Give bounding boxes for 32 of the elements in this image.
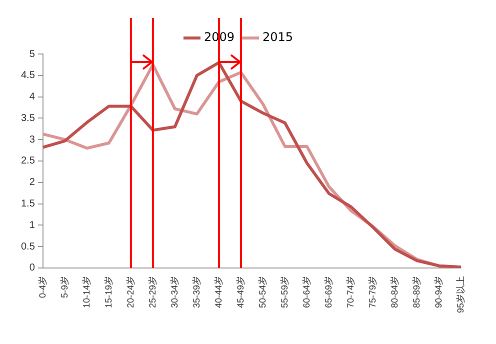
y-tick-label: 4.5	[20, 70, 36, 82]
x-tick-label: 85-89岁	[411, 276, 422, 308]
x-tick-label: 35-39岁	[191, 276, 202, 308]
y-tick-label: 1.5	[20, 198, 36, 210]
x-tick-label: 20-24岁	[125, 276, 136, 308]
y-tick-label: 0.5	[20, 241, 36, 252]
x-tick-label: 60-64岁	[301, 276, 312, 308]
y-tick-label: 0	[29, 262, 36, 274]
x-tick-label: 30-34岁	[169, 276, 180, 308]
x-tick-label: 90-94岁	[433, 276, 444, 308]
y-tick-label: 2	[29, 177, 36, 188]
x-tick-label: 40-44岁	[213, 276, 224, 308]
x-tick-label: 95岁以上	[455, 276, 466, 314]
legend-label: 2015	[262, 30, 294, 44]
x-tick-label: 70-74岁	[345, 276, 356, 308]
x-tick-label: 50-54岁	[257, 276, 268, 308]
x-tick-label: 75-79岁	[367, 276, 378, 308]
y-tick-label: 1	[29, 220, 36, 231]
x-tick-label: 80-84岁	[389, 276, 400, 308]
y-tick-label: 5	[29, 48, 36, 60]
x-tick-label: 45-49岁	[235, 276, 246, 308]
x-tick-label: 65-69岁	[323, 276, 334, 308]
y-tick-label: 3.5	[20, 112, 36, 124]
x-tick-label: 25-29岁	[147, 276, 158, 308]
x-tick-label: 15-19岁	[103, 276, 114, 308]
y-tick-label: 4	[29, 92, 36, 103]
x-tick-label: 5-9岁	[59, 276, 70, 298]
y-tick-label: 3	[29, 134, 36, 146]
x-tick-label: 55-59岁	[279, 276, 290, 308]
y-tick-label: 2.5	[20, 156, 36, 167]
x-tick-label: 10-14岁	[81, 276, 92, 308]
x-tick-label: 0-4岁	[37, 276, 48, 298]
